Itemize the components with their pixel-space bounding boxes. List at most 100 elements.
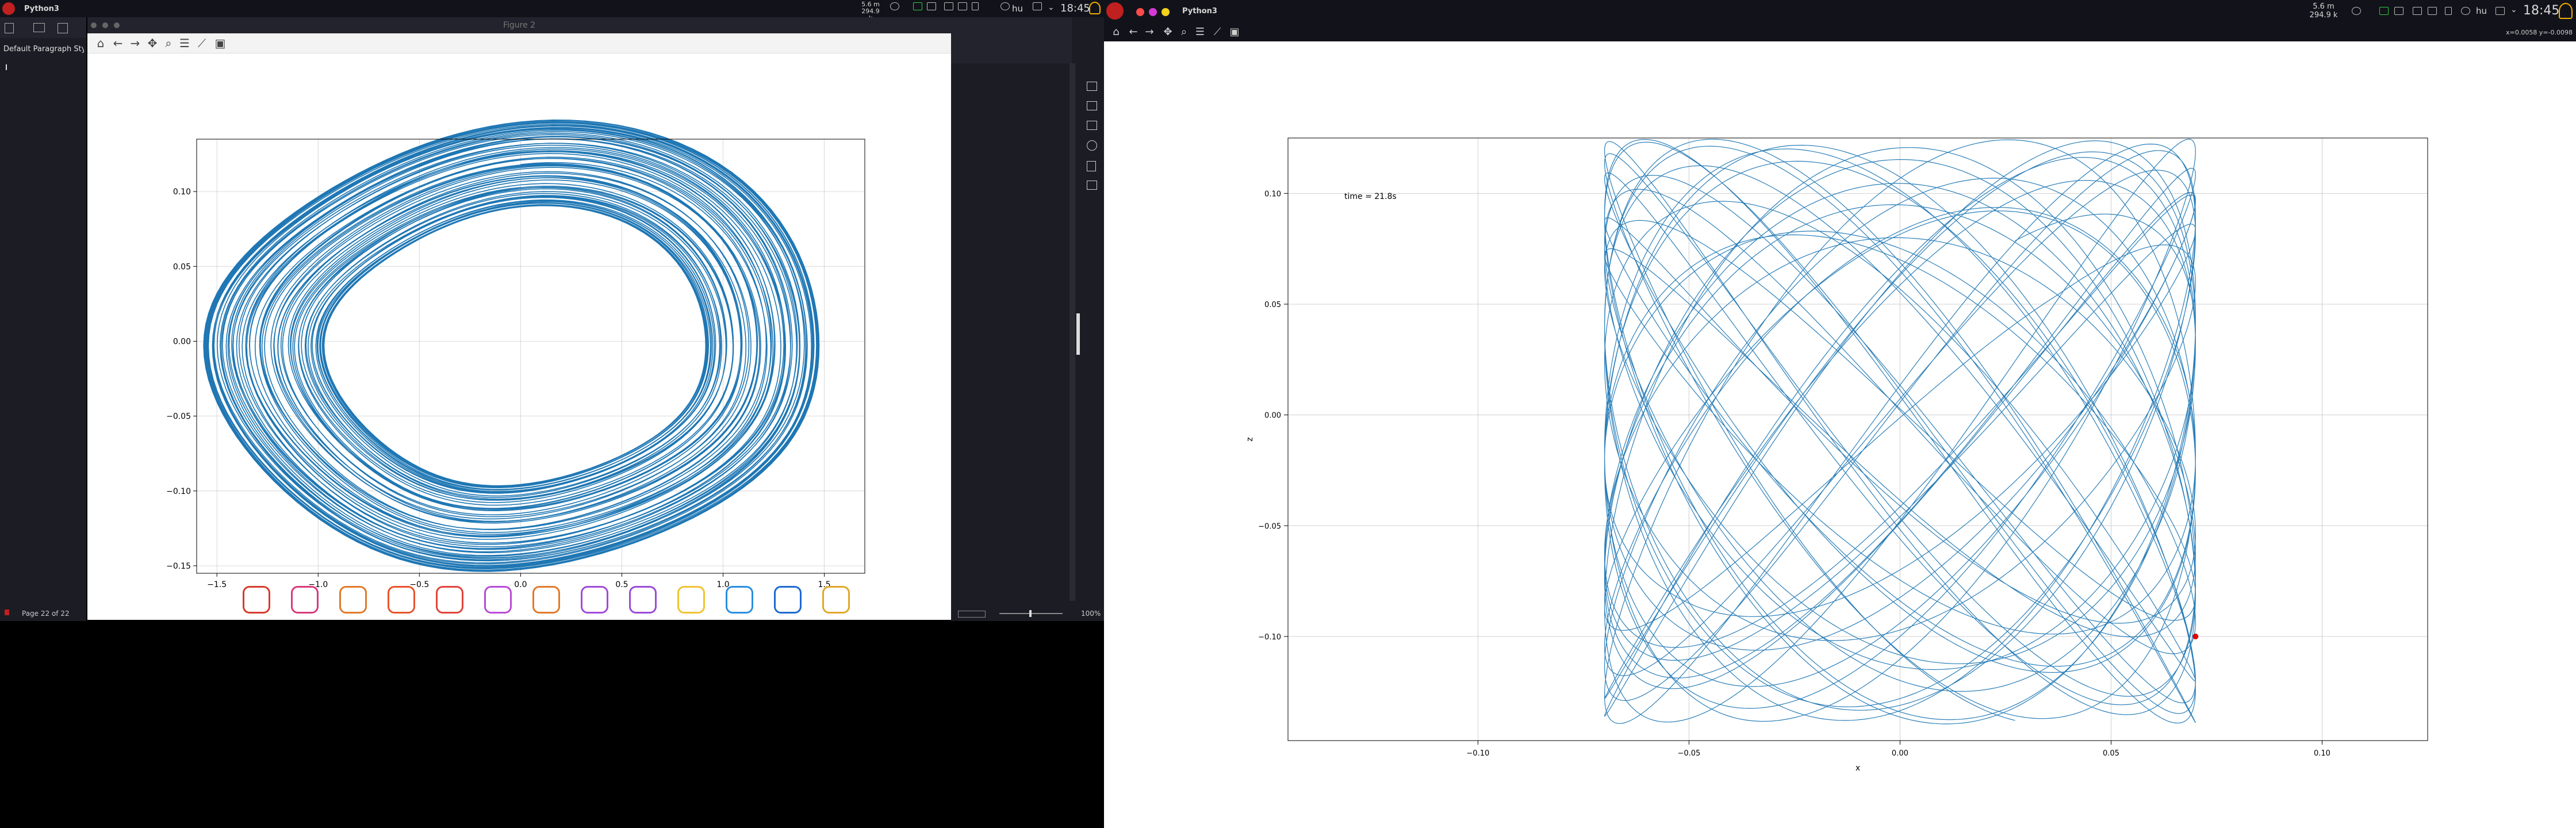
keyboard-layout[interactable]: hu <box>1012 3 1023 14</box>
sidebar-manage-icon[interactable] <box>1087 181 1097 190</box>
home-icon-right[interactable]: ⌂ <box>1113 25 1120 38</box>
settings-gear-purple-icon[interactable] <box>581 586 608 614</box>
y-tick-label: −0.05 <box>1258 522 1281 531</box>
sidebar-styles-icon[interactable] <box>1087 101 1097 110</box>
settings-gear-orange-icon[interactable] <box>532 586 560 614</box>
x-tick-label: −0.10 <box>1466 749 1489 758</box>
y-tick-label: −0.10 <box>1258 633 1281 642</box>
yellow-app-icon[interactable] <box>677 586 705 614</box>
figure-titlebar: Figure 2 <box>87 17 951 33</box>
outlook-icon[interactable] <box>774 586 802 614</box>
x-axis-label: x <box>1856 764 1860 773</box>
save-figure-icon[interactable]: ▣ <box>214 36 226 50</box>
home-icon[interactable]: ⌂ <box>97 36 105 50</box>
y-tick-label: 0.00 <box>173 337 191 346</box>
clock[interactable]: 18:45 <box>1060 2 1090 14</box>
sidebar-page-icon[interactable] <box>1087 161 1096 171</box>
clipboard-icon-right[interactable] <box>2413 7 2422 15</box>
kali-menu-icon-right[interactable] <box>1106 2 1124 20</box>
burp-icon[interactable] <box>484 586 512 614</box>
media-icon-right[interactable] <box>2352 7 2361 15</box>
paint-icon[interactable] <box>629 586 657 614</box>
phase-portrait-chart[interactable]: −1.5 −1.0 −0.5 0.0 0.5 1.0 1.50.100.050.00−0.0… <box>87 53 951 620</box>
window-close-dot[interactable] <box>91 22 97 28</box>
view-layout-icons[interactable] <box>958 611 986 618</box>
forward-arrow-icon-right[interactable]: → <box>1145 25 1154 38</box>
minimize-dot-magenta[interactable] <box>1149 8 1157 16</box>
user-icon[interactable] <box>1089 2 1101 14</box>
x-tick-label: −0.05 <box>1677 749 1700 758</box>
writer-window: Default Paragraph Style Page 22 of 22 <box>0 17 86 621</box>
back-arrow-icon[interactable]: ← <box>113 36 123 50</box>
compass-icon[interactable] <box>822 586 850 614</box>
zoom-icon-right[interactable]: ⌕ <box>1180 25 1187 38</box>
back-arrow-icon-right[interactable]: ← <box>1129 25 1138 38</box>
time-annotation: time = 21.8s <box>1344 192 1397 201</box>
subplots-icon-right[interactable]: ☰ <box>1195 25 1205 38</box>
lock-icon[interactable] <box>913 2 922 10</box>
keyboard-layout-right[interactable]: hu <box>2476 6 2487 16</box>
save-figure-icon-right[interactable]: ▣ <box>1229 25 1240 38</box>
subplots-icon[interactable]: ☰ <box>179 36 190 50</box>
text-cursor <box>6 64 7 70</box>
window-icon[interactable] <box>927 2 936 10</box>
window-maximize-dot[interactable] <box>114 22 120 28</box>
user-icon-right[interactable] <box>2559 3 2573 19</box>
pan-icon[interactable]: ✥ <box>147 36 158 50</box>
zoom-slider-thumb[interactable] <box>1029 610 1032 617</box>
save-icon[interactable] <box>57 23 68 33</box>
chevron-down-icon[interactable]: ⌄ <box>1048 3 1055 12</box>
kali-menu-icon[interactable] <box>2 2 15 15</box>
power-icon[interactable] <box>1000 2 1010 10</box>
x-tick-label: 1.0 <box>716 580 729 589</box>
sidebar-navigator-icon[interactable] <box>1087 140 1097 151</box>
current-position-marker <box>2192 633 2199 639</box>
display-icon-right[interactable] <box>2496 7 2505 15</box>
lock-icon-right[interactable] <box>2379 7 2389 15</box>
doc-gray-strip <box>951 17 1072 63</box>
maximize-dot-yellow[interactable] <box>1162 8 1170 16</box>
volume-icon[interactable] <box>958 2 967 10</box>
media-icon[interactable] <box>890 2 899 10</box>
right-top-panel: Python3 5.6 m 294.9 k hu ⌄ 18:45 <box>1104 0 2576 22</box>
firefox-icon[interactable] <box>339 586 367 614</box>
volume-icon-right[interactable] <box>2428 7 2437 15</box>
edit-axes-icon[interactable]: ⟋ <box>198 36 206 50</box>
trajectory-chart[interactable]: −0.10 −0.05 0.00 0.05 0.10 0.10 0.05 0.00 −0.05 −… <box>1104 41 2576 828</box>
new-doc-icon[interactable] <box>5 23 14 33</box>
y-tick-label: −0.10 <box>166 487 191 496</box>
y-axis-label: z <box>1245 437 1255 441</box>
sidebar-properties-icon[interactable] <box>1087 82 1097 91</box>
paragraph-style-box[interactable]: Default Paragraph Style <box>3 45 84 53</box>
window-icon-right[interactable] <box>2394 7 2404 15</box>
phase-trajectory-line <box>203 119 820 572</box>
clock-right[interactable]: 18:45 <box>2523 3 2560 18</box>
clipboard-icon[interactable] <box>944 2 953 10</box>
blue-app-icon[interactable] <box>726 586 753 614</box>
sash-handle[interactable] <box>1076 313 1080 355</box>
power-icon-right[interactable] <box>2461 7 2470 15</box>
graph-app-icon[interactable] <box>436 586 463 614</box>
zoom-bar: 100% <box>951 607 1104 620</box>
battery-icon[interactable] <box>972 2 979 10</box>
zoom-icon[interactable]: ⌕ <box>165 36 172 50</box>
open-folder-icon[interactable] <box>33 23 45 32</box>
battery-icon-right[interactable] <box>2445 7 2452 15</box>
writer-statusbar: Page 22 of 22 <box>0 607 86 620</box>
figure-title: Figure 2 <box>503 21 536 30</box>
display-icon[interactable] <box>1033 2 1042 10</box>
pan-icon-right[interactable]: ✥ <box>1163 25 1172 38</box>
files-icon[interactable] <box>388 586 415 614</box>
forward-arrow-icon[interactable]: → <box>130 36 140 50</box>
vertical-scrollbar[interactable] <box>1070 63 1075 601</box>
x-tick-label: 0.0 <box>514 580 527 589</box>
edit-axes-icon-right[interactable]: ⟋ <box>1213 25 1221 38</box>
axes-frame <box>196 139 865 574</box>
chevron-down-icon-right[interactable]: ⌄ <box>2510 5 2517 14</box>
window-minimize-dot[interactable] <box>102 22 108 28</box>
sidebar-gallery-icon[interactable] <box>1087 121 1097 130</box>
kali-dragon-icon[interactable] <box>243 586 270 614</box>
close-dot-red[interactable] <box>1136 8 1144 16</box>
page-indicator: Page 22 of 22 <box>22 610 70 618</box>
terminal-icon[interactable] <box>291 586 319 614</box>
